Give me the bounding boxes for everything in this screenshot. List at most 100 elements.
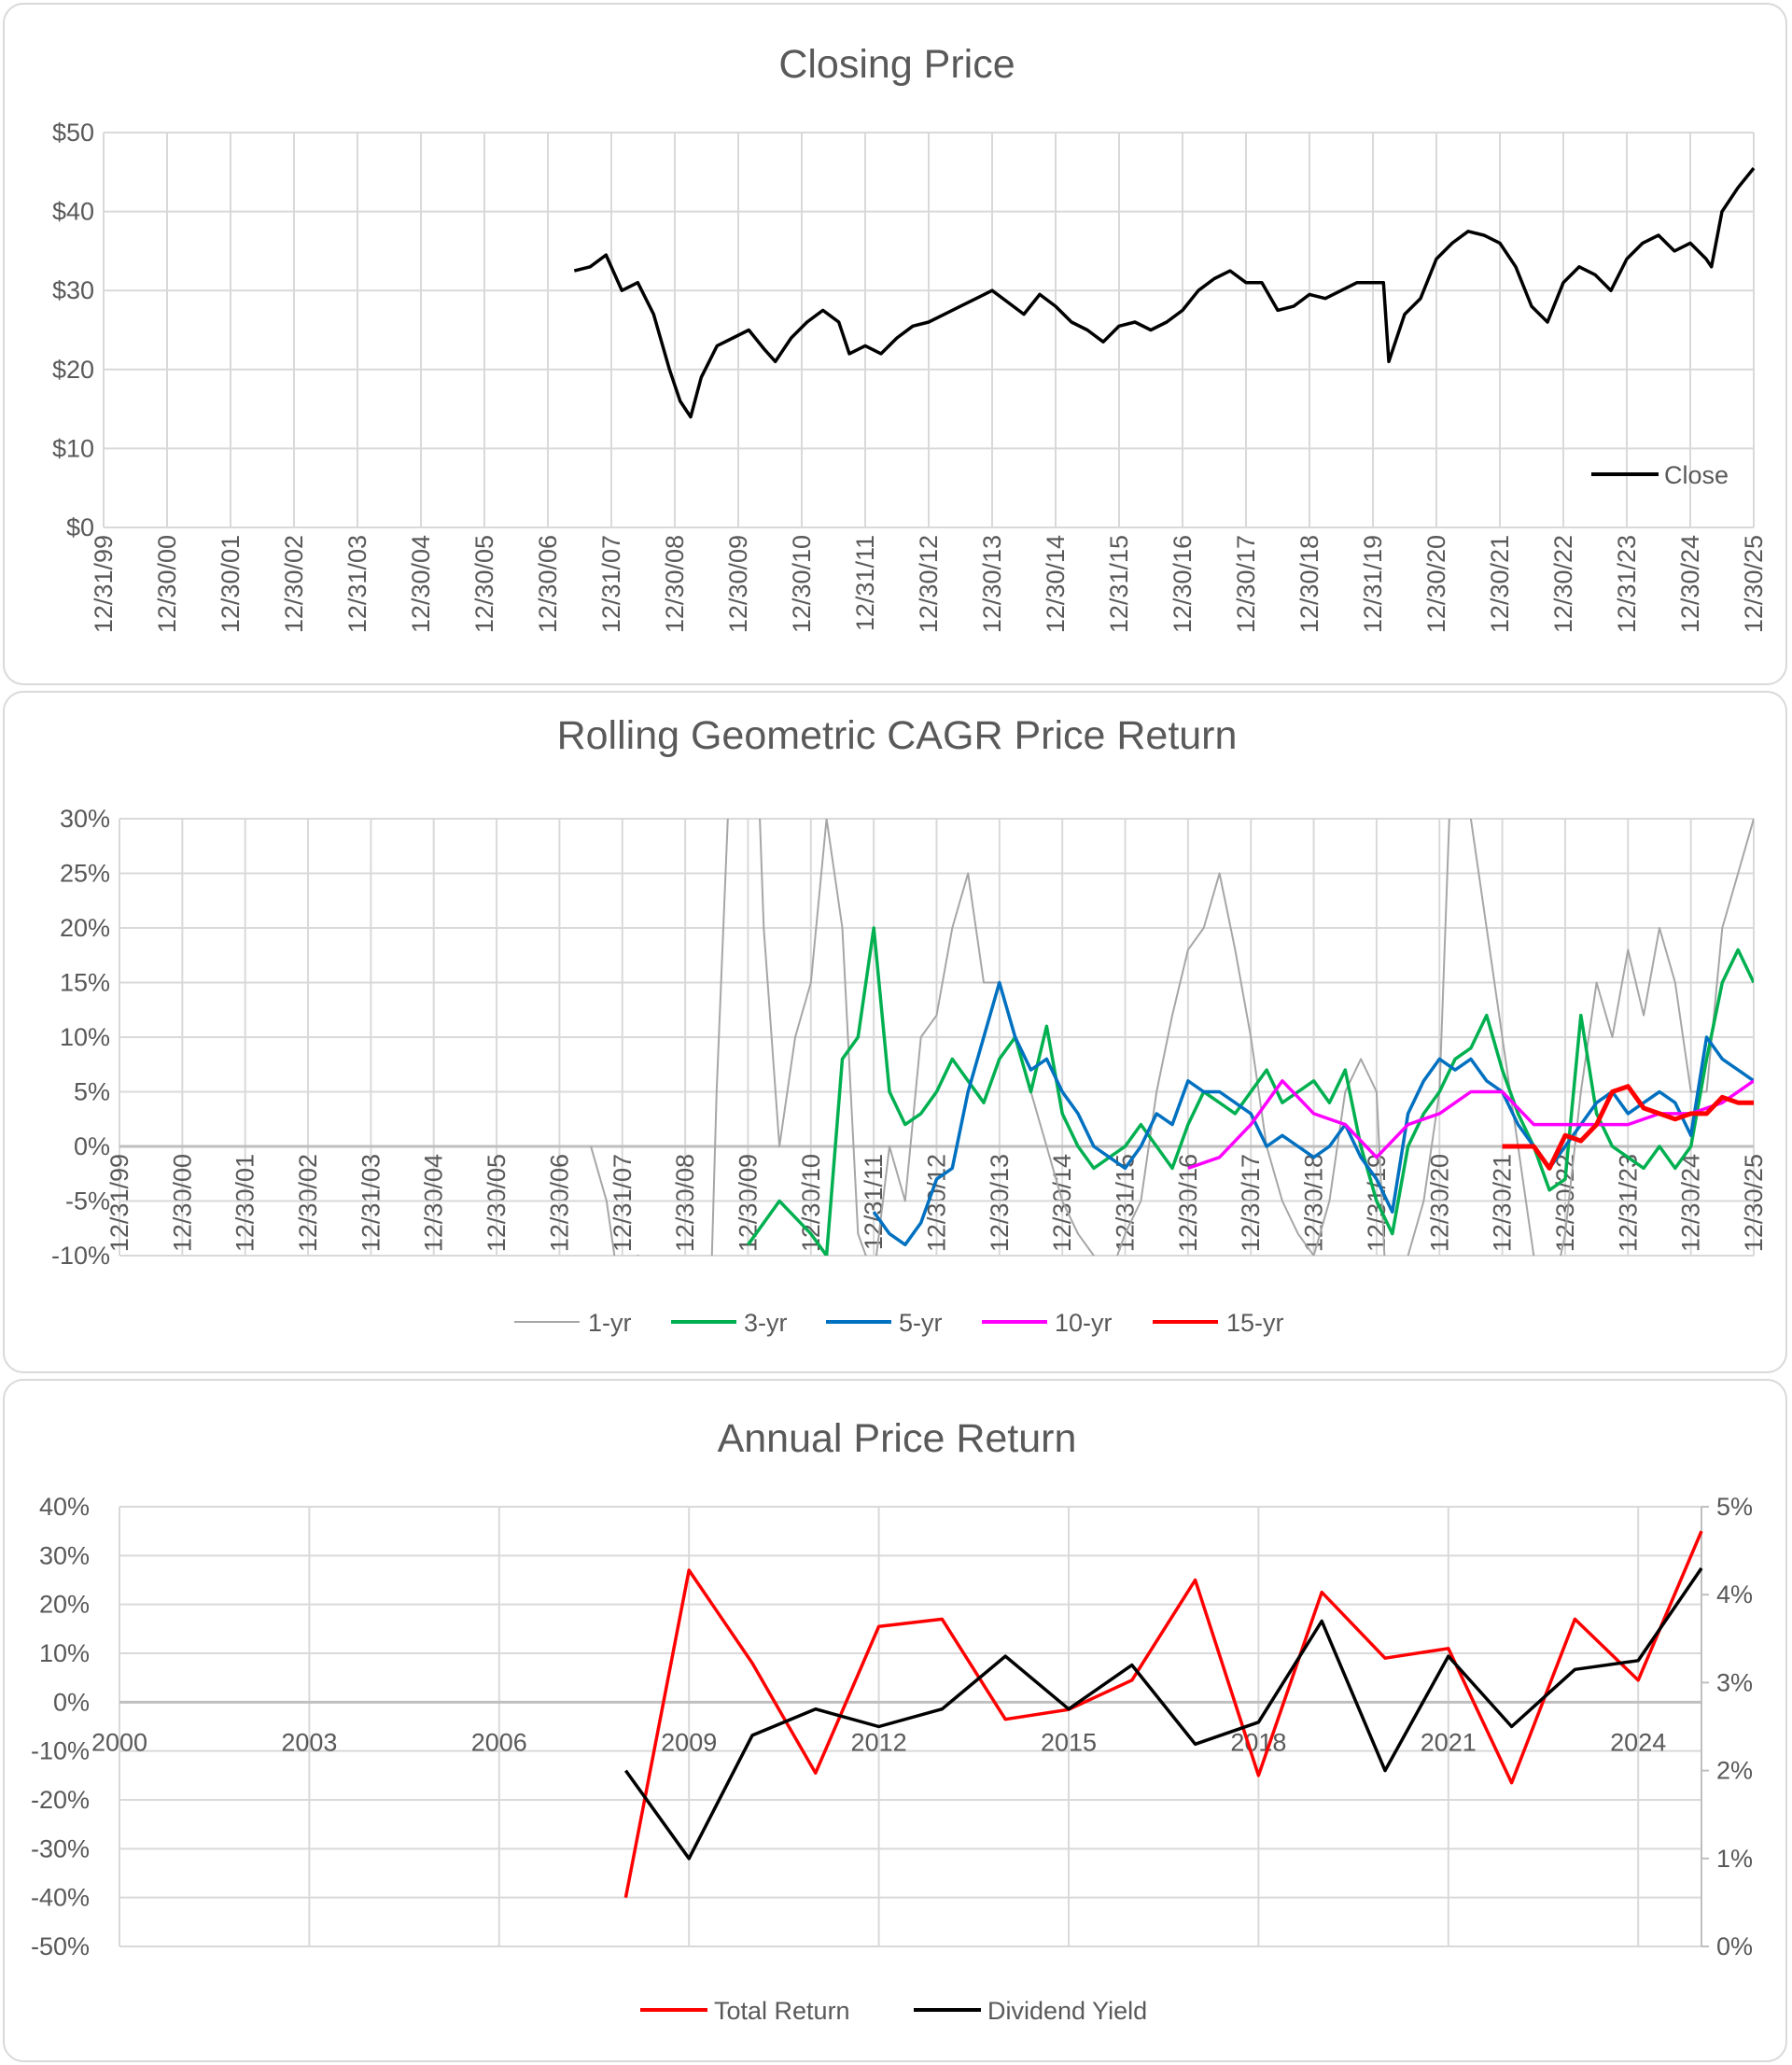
x-tick-label: 12/30/20 [1422,535,1450,633]
closing-price-chart: Closing Price 12/31/99 12/30/00 12/30/01 12/… [52,42,1768,633]
series-line-close [573,167,1756,419]
y-tick-label: $30 [52,276,94,304]
legend-label-total-return: Total Return [714,1997,850,2025]
closing-price-panel: Closing Price 12/31/99 12/30/00 12/30/01 12/… [3,3,1787,685]
x-tick-label: 12/30/24 [1677,1154,1705,1252]
x-tick-label: 12/30/05 [470,535,498,633]
y-tick-label: 30% [60,805,110,833]
x-tick-label: 12/30/18 [1300,1154,1328,1252]
y-tick-label: $10 [52,434,94,462]
x-tick-label: 12/31/03 [357,1154,385,1252]
annual-return-panel: Annual Price Return -50% -40% -30% -20% -10% 0… [3,1379,1787,2062]
y-tick-label: $50 [52,119,94,147]
legend-label-10-yr: 10-yr [1055,1309,1113,1337]
y-tick-label: -30% [31,1834,90,1862]
x-tick-label: 12/31/23 [1614,1154,1642,1252]
x-tick-label: 12/30/10 [797,1154,825,1252]
rolling-cagr-panel: Rolling Geometric CAGR Price Return 12/31… [3,691,1787,1373]
y-tick-label: -20% [31,1786,90,1814]
chart-title: Closing Price [778,42,1015,87]
x-tick-label: 12/30/10 [788,535,816,633]
series-line-15-yr [1502,1084,1754,1171]
y2-tick-label: 1% [1716,1845,1753,1873]
x-tick-label: 12/30/18 [1295,535,1323,633]
y-tick-label: 5% [74,1078,110,1106]
series-line-3-yr [747,926,1754,1256]
x-tick-label: 2000 [91,1728,147,1756]
legend-label-5-yr: 5-yr [899,1309,943,1337]
chart-title: Rolling Geometric CAGR Price Return [557,713,1238,758]
x-tick-label: 12/31/23 [1613,535,1641,633]
x-tick-label: 12/30/02 [280,535,308,633]
y-tick-label: 20% [39,1591,90,1619]
y-tick-label: -10% [31,1737,90,1765]
y-tick-label: 10% [60,1023,110,1051]
x-tick-label: 12/30/16 [1169,535,1197,633]
x-tick-label: 12/30/06 [534,535,562,633]
x-tick-label: 12/30/22 [1549,535,1577,633]
y-tick-label: 15% [60,969,110,997]
x-tick-label: 12/31/99 [90,535,118,633]
y2-tick-label: 4% [1716,1580,1753,1608]
x-tick-label: 12/30/12 [915,535,943,633]
x-tick-label: 12/30/00 [153,535,181,633]
series-line-1-yr [590,819,1754,1256]
x-tick-label: 12/30/24 [1676,535,1704,633]
x-tick-label: 12/30/08 [661,535,689,633]
y-tick-label: $0 [66,513,94,541]
x-tick-label: 12/30/08 [671,1154,699,1252]
x-tick-label: 12/30/17 [1232,535,1260,633]
x-tick-label: 2009 [661,1728,717,1756]
x-tick-label: 12/30/04 [407,535,435,633]
x-tick-label: 12/30/16 [1174,1154,1202,1252]
y-tick-label: 40% [39,1493,90,1521]
x-tick-label: 2018 [1230,1728,1286,1756]
rolling-cagr-chart: Rolling Geometric CAGR Price Return 12/31… [51,713,1768,1337]
x-tick-label: 12/30/21 [1489,1154,1517,1252]
x-tick-label: 12/30/04 [420,1154,448,1252]
x-tick-label: 12/30/05 [483,1154,511,1252]
y-tick-label: 20% [60,914,110,942]
y-tick-label: -50% [31,1932,90,1960]
x-tick-label: 2024 [1610,1728,1666,1756]
y2-tick-label: 0% [1716,1932,1753,1960]
y-tick-label: 0% [74,1132,110,1160]
series-line-10-yr [1187,1079,1754,1171]
x-tick-label: 2006 [471,1728,527,1756]
x-tick-label: 12/30/01 [217,535,245,633]
x-tick-label: 12/30/17 [1237,1154,1265,1252]
y-tick-label: -5% [65,1187,110,1215]
legend-label-15-yr: 15-yr [1226,1309,1284,1337]
x-tick-label: 2015 [1041,1728,1097,1756]
series-line-dividend-yield [623,1566,1703,1861]
x-tick-label: 12/30/13 [978,535,1006,633]
y-tick-label: 30% [39,1541,90,1569]
x-tick-label: 12/30/00 [168,1154,196,1252]
series-line-5-yr [872,980,1754,1247]
legend-label-1-yr: 1-yr [588,1309,632,1337]
x-tick-label: 12/31/07 [609,1154,637,1252]
x-tick-label: 2003 [281,1728,337,1756]
x-tick-label: 12/30/09 [734,1154,762,1252]
y-tick-label: 25% [60,860,110,888]
y-tick-label: $40 [52,198,94,226]
y2-tick-label: 5% [1716,1493,1753,1521]
x-tick-label: 12/30/21 [1486,535,1514,633]
y2-tick-label: 2% [1716,1757,1753,1785]
x-tick-label: 12/31/03 [343,535,371,633]
series-line-total-return [623,1530,1703,1899]
x-tick-label: 2012 [851,1728,907,1756]
x-tick-label: 12/31/99 [105,1154,133,1252]
legend-label-close: Close [1664,461,1729,489]
annual-return-chart: Annual Price Return -50% -40% -30% -20% -10% 0… [31,1416,1753,2025]
legend-label-dividend-yield: Dividend Yield [987,1997,1147,2025]
y-tick-label: $20 [52,356,94,384]
x-tick-label: 12/31/07 [597,535,625,633]
x-tick-label: 12/30/25 [1740,1154,1768,1252]
x-tick-label: 12/30/02 [294,1154,322,1252]
x-tick-label: 12/31/15 [1105,535,1133,633]
y-tick-label: -40% [31,1884,90,1912]
y-tick-label: 0% [53,1688,90,1716]
x-tick-label: 12/31/11 [851,535,879,631]
x-tick-label: 12/30/20 [1425,1154,1453,1252]
